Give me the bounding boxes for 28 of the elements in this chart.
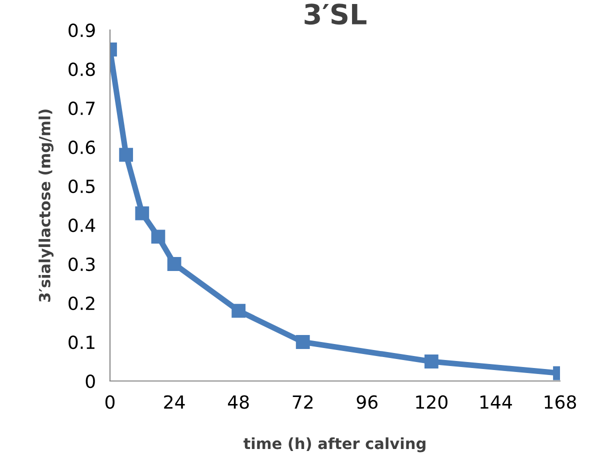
- y-tick-label: 0.2: [68, 296, 94, 310]
- x-tick-label: 96: [356, 395, 378, 409]
- x-tick-label: 24: [164, 395, 185, 409]
- chart-title: 3′SL: [304, 4, 366, 25]
- point: [296, 335, 310, 349]
- y-tick-label: 0.1: [68, 335, 94, 350]
- y-tick-label: 0.9: [68, 23, 95, 38]
- y-tick-label: 0: [86, 374, 95, 388]
- x-tick-label: 72: [292, 395, 313, 409]
- point: [167, 257, 182, 271]
- y-tick-label: 0.5: [68, 179, 95, 194]
- x-tick-label: 168: [544, 395, 576, 409]
- point: [135, 206, 150, 220]
- y-tick-label: 0.8: [68, 62, 95, 76]
- x-tick-label: 0: [105, 395, 115, 409]
- x-tick-label: 144: [480, 395, 512, 409]
- point: [232, 304, 246, 318]
- point: [151, 230, 166, 244]
- x-axis-title: time (h) after calving: [244, 437, 426, 452]
- x-tick-label: 120: [416, 395, 448, 409]
- y-axis-title: 3′sialyllactose (mg/ml): [38, 110, 54, 302]
- point: [424, 354, 438, 368]
- y-tick-label: 0.4: [68, 218, 96, 232]
- y-tick-label: 0.3: [68, 257, 95, 272]
- y-tick-label: 0.7: [68, 101, 95, 116]
- x-tick-label: 48: [228, 395, 249, 409]
- point: [119, 148, 134, 162]
- y-tick-label: 0.6: [68, 140, 95, 154]
